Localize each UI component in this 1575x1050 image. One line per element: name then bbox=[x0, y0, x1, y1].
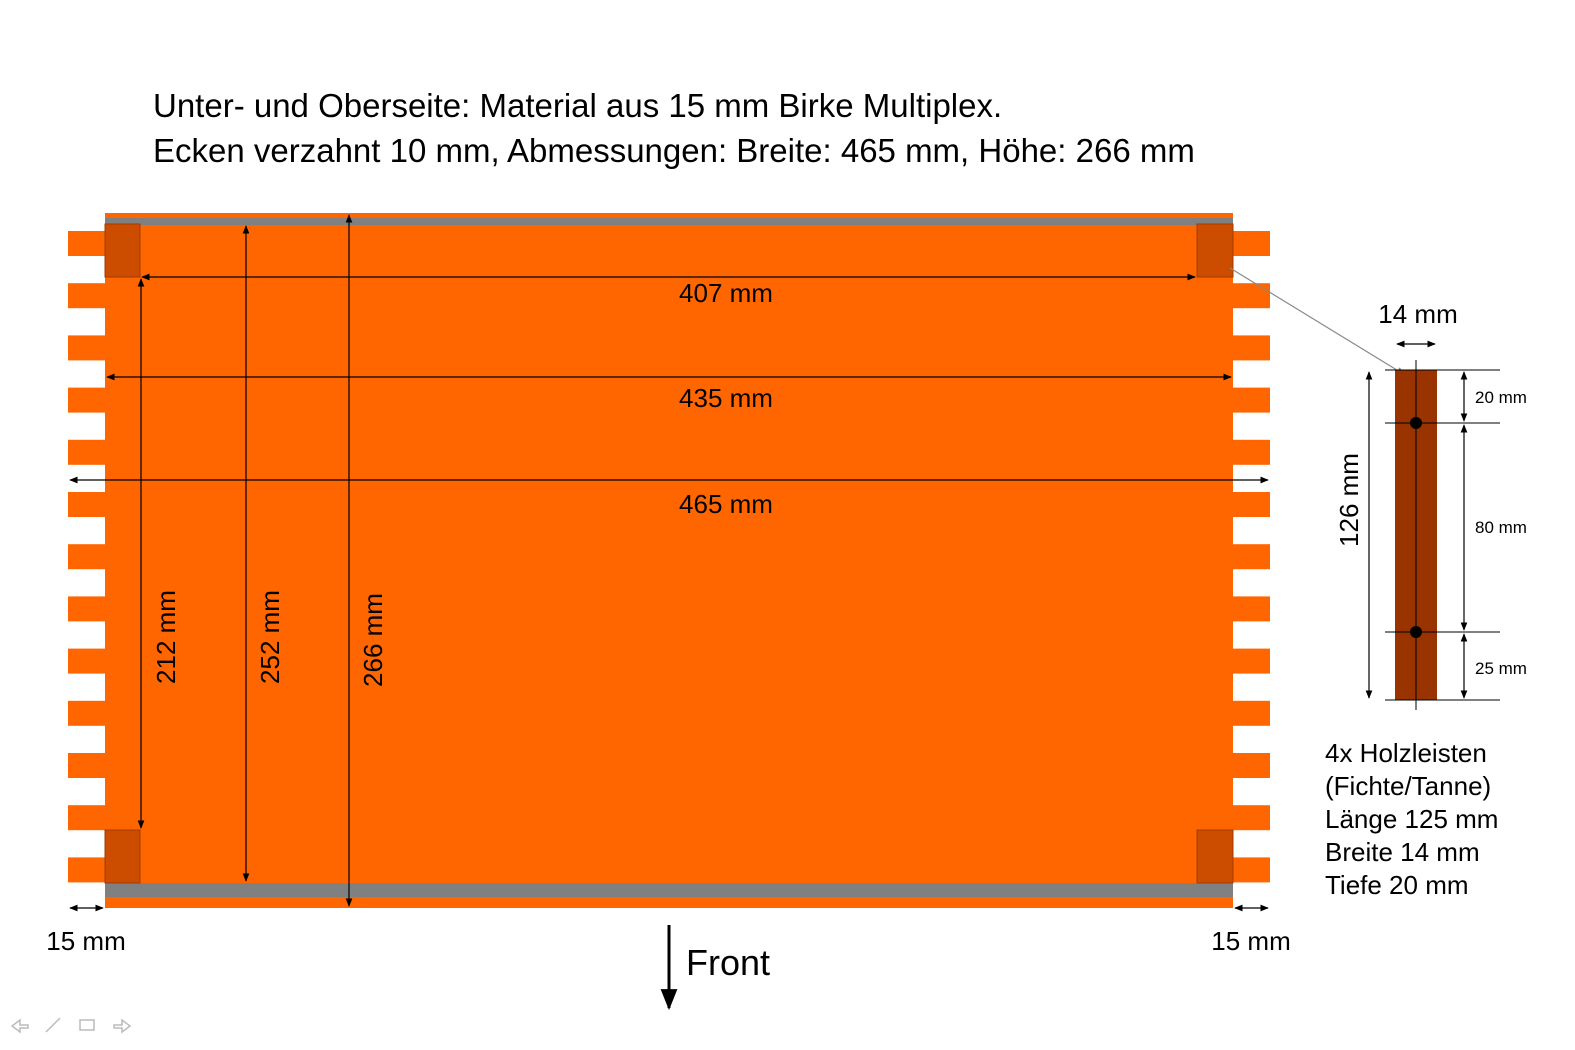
dimension-label: 80 mm bbox=[1475, 518, 1527, 537]
finger bbox=[68, 439, 106, 465]
finger bbox=[1232, 335, 1270, 361]
finger bbox=[68, 231, 106, 256]
note-line: 4x Holzleisten bbox=[1325, 738, 1487, 768]
dimension-label: 126 mm bbox=[1334, 453, 1364, 547]
dimension-label: 407 mm bbox=[679, 278, 773, 308]
hole bbox=[1410, 417, 1422, 429]
finger bbox=[68, 753, 106, 778]
nav-icons[interactable] bbox=[10, 1017, 132, 1034]
finger bbox=[68, 596, 106, 622]
hole bbox=[1410, 626, 1422, 638]
edge-strip bbox=[105, 883, 1233, 897]
pointer bbox=[1229, 267, 1406, 376]
dimension-label: 14 mm bbox=[1378, 299, 1457, 329]
title-line: Unter- und Oberseite: Material aus 15 mm… bbox=[153, 87, 1002, 124]
finger bbox=[1232, 283, 1270, 309]
dimension-label: 252 mm bbox=[255, 590, 285, 684]
finger bbox=[68, 648, 106, 674]
finger bbox=[68, 283, 106, 309]
finger bbox=[1232, 231, 1270, 256]
finger bbox=[1232, 387, 1270, 413]
finger bbox=[1232, 596, 1270, 622]
finger-joints bbox=[68, 231, 1270, 883]
notes: 4x Holzleisten(Fichte/Tanne)Länge 125 mm… bbox=[1325, 738, 1498, 900]
note-line: (Fichte/Tanne) bbox=[1325, 771, 1491, 801]
finger bbox=[68, 492, 106, 517]
dimension-label: 15 mm bbox=[1211, 926, 1290, 956]
title-line: Ecken verzahnt 10 mm, Abmessungen: Breit… bbox=[153, 132, 1195, 169]
finger bbox=[68, 335, 106, 361]
finger bbox=[68, 857, 106, 883]
dimension-label: 465 mm bbox=[679, 489, 773, 519]
finger bbox=[1232, 439, 1270, 465]
finger bbox=[1232, 857, 1270, 883]
dimension-label: 15 mm bbox=[46, 926, 125, 956]
finger bbox=[68, 544, 106, 570]
finger bbox=[68, 387, 106, 413]
finger bbox=[1232, 753, 1270, 778]
note-line: Tiefe 20 mm bbox=[1325, 870, 1469, 900]
finger bbox=[1232, 805, 1270, 831]
board bbox=[105, 213, 1233, 908]
dimension-label: 20 mm bbox=[1475, 388, 1527, 407]
note-line: Breite 14 mm bbox=[1325, 837, 1480, 867]
front-label: Front bbox=[686, 942, 770, 983]
finger bbox=[1232, 648, 1270, 674]
note-line: Länge 125 mm bbox=[1325, 804, 1498, 834]
edge-strip bbox=[105, 218, 1233, 225]
finger bbox=[68, 700, 106, 726]
finger bbox=[68, 805, 106, 831]
finger bbox=[1232, 700, 1270, 726]
finger bbox=[1232, 544, 1270, 570]
dimension-label: 266 mm bbox=[358, 593, 388, 687]
finger bbox=[1232, 492, 1270, 517]
dimension-label: 212 mm bbox=[151, 590, 181, 684]
corner-blocks bbox=[104, 223, 1234, 884]
dimension-label: 435 mm bbox=[679, 383, 773, 413]
dimension-label: 25 mm bbox=[1475, 659, 1527, 678]
